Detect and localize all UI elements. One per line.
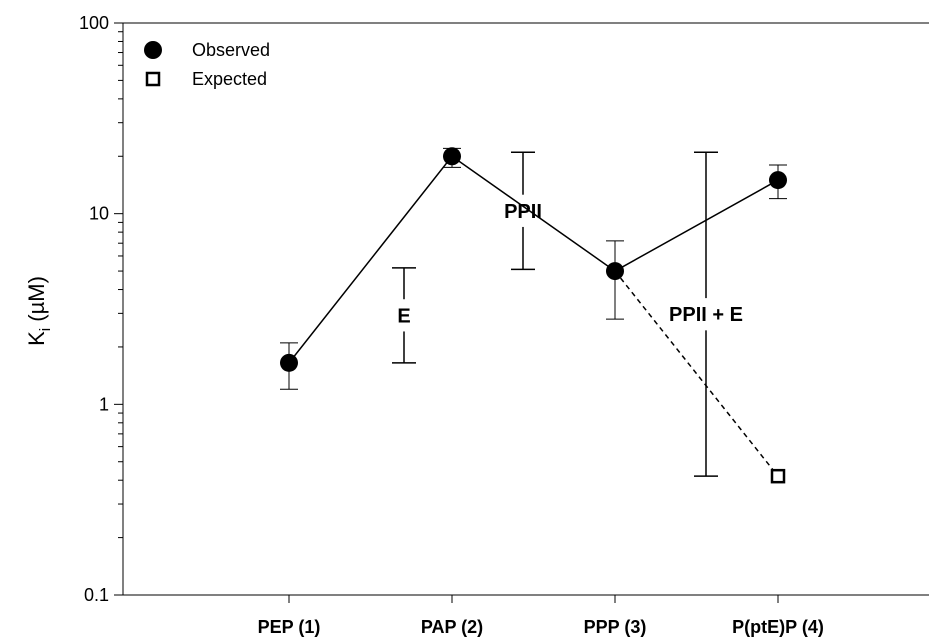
y-tick-label: 0.1: [84, 585, 109, 605]
observed-point: [769, 171, 787, 190]
legend-label: Expected: [192, 69, 267, 89]
bracket-label: E: [397, 305, 410, 327]
x-category-label: PAP (2): [421, 617, 483, 637]
legend-expected-marker: [145, 71, 161, 87]
series-line-expected: [614, 270, 779, 477]
series-line-observed: [288, 155, 779, 364]
x-category-label: PPP (3): [584, 617, 647, 637]
y-tick-label: 100: [79, 13, 109, 33]
bracket-label: PPII: [504, 201, 542, 223]
legend-item-expected: Expected: [145, 69, 267, 89]
x-axis: PEP (1) PAP (2) PPP (3) P(ptE)P (4): [258, 595, 824, 637]
bracket-ppii: PPII: [495, 151, 551, 271]
bracket-label-bg: [654, 298, 758, 331]
expected-point: [770, 468, 786, 484]
legend-label: Observed: [192, 40, 270, 60]
bracket-label-bg: [495, 194, 551, 227]
plot-area: [122, 22, 929, 596]
y-axis: 0.1 1 10 100: [79, 13, 123, 605]
bracket-e: E: [392, 267, 416, 364]
legend-observed-marker: [144, 41, 162, 59]
observed-point: [443, 147, 461, 166]
range-brackets: E PPII PPII + E: [392, 151, 758, 477]
bracket-label-bg: [394, 299, 414, 332]
bracket-ppii-e: PPII + E: [654, 151, 758, 477]
series-lines: [288, 155, 779, 477]
legend: Observed Expected: [144, 40, 270, 89]
observed-point: [280, 353, 298, 372]
y-tick-label: 1: [99, 394, 109, 414]
bracket-label: PPII + E: [669, 304, 743, 326]
y-axis-label: Ki (µM): [24, 276, 54, 346]
x-category-label: PEP (1): [258, 617, 321, 637]
y-tick-label: 10: [89, 204, 109, 224]
x-category-label: P(ptE)P (4): [732, 617, 824, 637]
observed-point: [606, 262, 624, 281]
data-markers: [280, 147, 787, 484]
legend-item-observed: Observed: [144, 40, 270, 60]
